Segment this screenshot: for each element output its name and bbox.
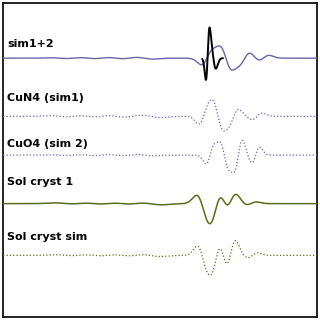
Text: sim1+2: sim1+2 bbox=[7, 39, 53, 49]
Text: Sol cryst sim: Sol cryst sim bbox=[7, 232, 87, 242]
Text: Sol cryst 1: Sol cryst 1 bbox=[7, 177, 73, 187]
Text: CuN4 (sim1): CuN4 (sim1) bbox=[7, 93, 84, 103]
Text: CuO4 (sim 2): CuO4 (sim 2) bbox=[7, 139, 88, 149]
